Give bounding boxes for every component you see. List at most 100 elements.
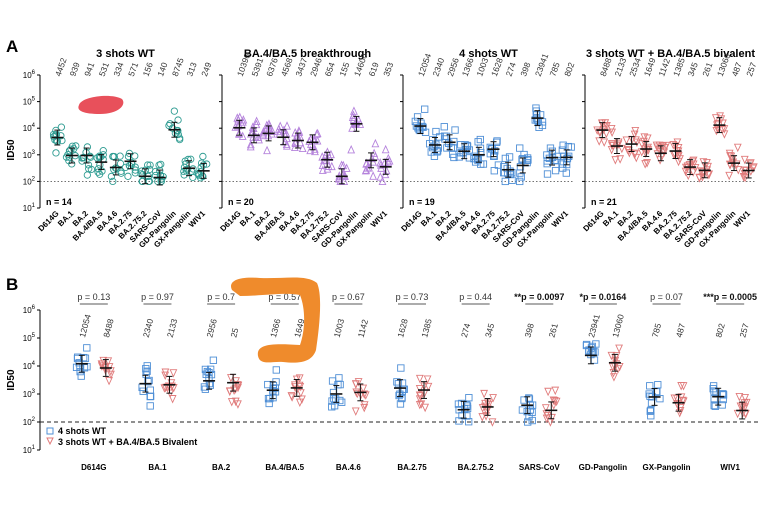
panel-b-bivalent-data-point	[489, 394, 498, 403]
panel-a-3-data-point	[494, 161, 503, 169]
panel-b-bivalent-data-point	[741, 394, 750, 403]
panel-a-1-value-label: 313	[185, 61, 199, 78]
p-value-text: p = 0.44	[459, 292, 492, 302]
p-value-text: p = 0.0097	[521, 292, 564, 302]
panel-a-2-data-point	[347, 144, 356, 154]
panel-a-4-data-point	[608, 128, 616, 138]
panel-a-4-data-point	[719, 119, 727, 128]
panel-b-bivalent-data-point	[544, 387, 552, 397]
panel-a-2-data-point	[283, 121, 291, 130]
tick-exponent: 5	[32, 333, 36, 339]
panel-a-3-data-point	[442, 132, 451, 141]
panel-a-3-data-point	[565, 152, 573, 160]
panel-b-4shots-data-point	[146, 392, 154, 401]
p-value-text: p = 0.07	[650, 292, 683, 302]
panel-b-bivalent-value-label: 345	[483, 322, 496, 339]
panel-a-1-data-point	[57, 123, 66, 131]
panel-a-1-data-point	[78, 157, 86, 165]
panel-b-bivalent-data-point	[168, 395, 177, 404]
panel-b-bivalent-data-point	[480, 389, 489, 399]
panel-b-4shots-data-point	[75, 359, 83, 367]
panel-b-bivalent-data-point	[298, 395, 306, 404]
panel-a-3-data-point	[553, 152, 561, 161]
panel-b-bivalent-data-point	[415, 395, 424, 404]
panel-b-bivalent-data-point	[421, 403, 430, 413]
panel-a-1-value-label: 531	[97, 61, 111, 78]
panel-a-2-data-point	[338, 170, 347, 179]
panel-a-1-data-point	[166, 120, 174, 128]
panel-a-1-data-point	[113, 165, 121, 173]
panel-b-4shots-data-point	[329, 388, 338, 397]
p-value-text: p = 0.0005	[714, 292, 757, 302]
panel-b-p-value: p = 0.07	[650, 292, 683, 302]
panel-a-1-data-point	[151, 167, 160, 176]
panel-a-1-value-label: 334	[111, 61, 125, 78]
panel-b-bivalent-data-point	[288, 393, 297, 402]
panel-a-3-data-point	[501, 177, 509, 186]
panel-b-4shots-data-point	[80, 364, 89, 372]
panel-a-1-data-point	[94, 168, 102, 176]
p-value-stars: *	[580, 292, 584, 302]
panel-b-bivalent-data-point	[550, 397, 559, 406]
panel-b-x-tick-label: BA.1	[148, 463, 167, 472]
panel-b-4shots-data-point	[269, 381, 278, 390]
panel-a-1-data-point	[138, 177, 147, 186]
panel-b-4shots-data-point	[144, 378, 152, 386]
panel-b-p-value: p = 0.97	[141, 292, 174, 302]
panel-a-4-data-point	[684, 171, 693, 181]
panel-b-bivalent-data-point	[351, 407, 360, 416]
panel-a-3-value-label: 398	[518, 61, 532, 78]
panel-a-2-data-point	[262, 120, 271, 130]
panel-b-bivalent-data-point	[415, 385, 424, 394]
panel-b-bivalent-data-point	[415, 401, 424, 410]
panel-b-x-tick-label: BA.2	[212, 463, 231, 472]
panel-b-bivalent-value-label: 1649	[292, 317, 307, 338]
panel-b-bivalent-value-label: 25	[228, 327, 240, 339]
panel-a-4-data-point	[630, 130, 639, 140]
panel-a-2-data-point	[385, 156, 394, 165]
panel-a-1-data-point	[124, 172, 132, 180]
panel-b-bivalent-data-point	[359, 384, 368, 394]
panel-b-bivalent-data-point	[742, 398, 751, 408]
p-value-text: p = 0.13	[77, 292, 110, 302]
panel-b-4shots-data-point	[83, 344, 91, 352]
panel-b-4shots-data-point	[328, 397, 336, 405]
panel-a-1-data-point	[109, 177, 117, 186]
panel-a-2-data-point	[349, 110, 358, 119]
panel-b: 101 102 103 104 105 106 ID50 p = 0.13 12054 8488 D…	[6, 292, 760, 472]
panel-a-4-data-point	[660, 144, 669, 153]
panel-b-x-tick-label: GD-Pangolin	[579, 463, 628, 472]
panel-a-4-data-point	[622, 136, 631, 145]
panel-b-p-value: p = 0.13	[77, 292, 110, 302]
panel-b-4shots-data-point	[201, 365, 210, 374]
panel-b-4shots-data-point	[146, 392, 155, 400]
panel-b-y-tick-label: 103	[23, 389, 36, 399]
panel-a-1-data-point	[176, 134, 184, 142]
panel-b-4shots-data-point	[338, 398, 346, 406]
panel-a-4-value-label: 257	[744, 61, 758, 78]
panel-a-1-data-point	[170, 107, 178, 115]
panel-a-3-data-point	[551, 166, 560, 175]
panel-a-3-subplot: 4 shots WT12054D614G2340BA.12956BA.21366…	[399, 48, 576, 250]
panel-a-3-data-point	[516, 144, 524, 152]
panel-a-4-x-tick-label: WIV1	[732, 209, 753, 230]
panel-b-p-value: p = 0.44	[459, 292, 492, 302]
panel-a-2-data-point	[313, 136, 322, 145]
panel-a-1-data-point	[107, 172, 116, 181]
panel-a-4-data-point	[595, 137, 604, 146]
panel-a-1-data-point	[189, 173, 197, 182]
panel-a-2-data-point	[376, 172, 385, 181]
legend-bivalent-label: 3 shots WT + BA.4/BA.5 Bivalent	[58, 437, 197, 447]
panel-b-x-tick-label: BA.2.75.2	[458, 463, 495, 472]
panel-b-4shots-data-point	[592, 340, 600, 348]
panel-a-2-data-point	[311, 146, 319, 156]
panel-a-2-data-point	[238, 117, 247, 126]
panel-b-x-tick-label: WIV1	[720, 463, 740, 472]
panel-a-2-data-point	[310, 144, 319, 153]
panel-b-4shots-data-point	[330, 394, 338, 403]
panel-a-1-data-point	[199, 152, 207, 161]
panel-a-1-data-point	[180, 163, 189, 172]
panel-b-bivalent-data-point	[230, 386, 238, 395]
panel-b-bivalent-data-point	[360, 403, 369, 413]
